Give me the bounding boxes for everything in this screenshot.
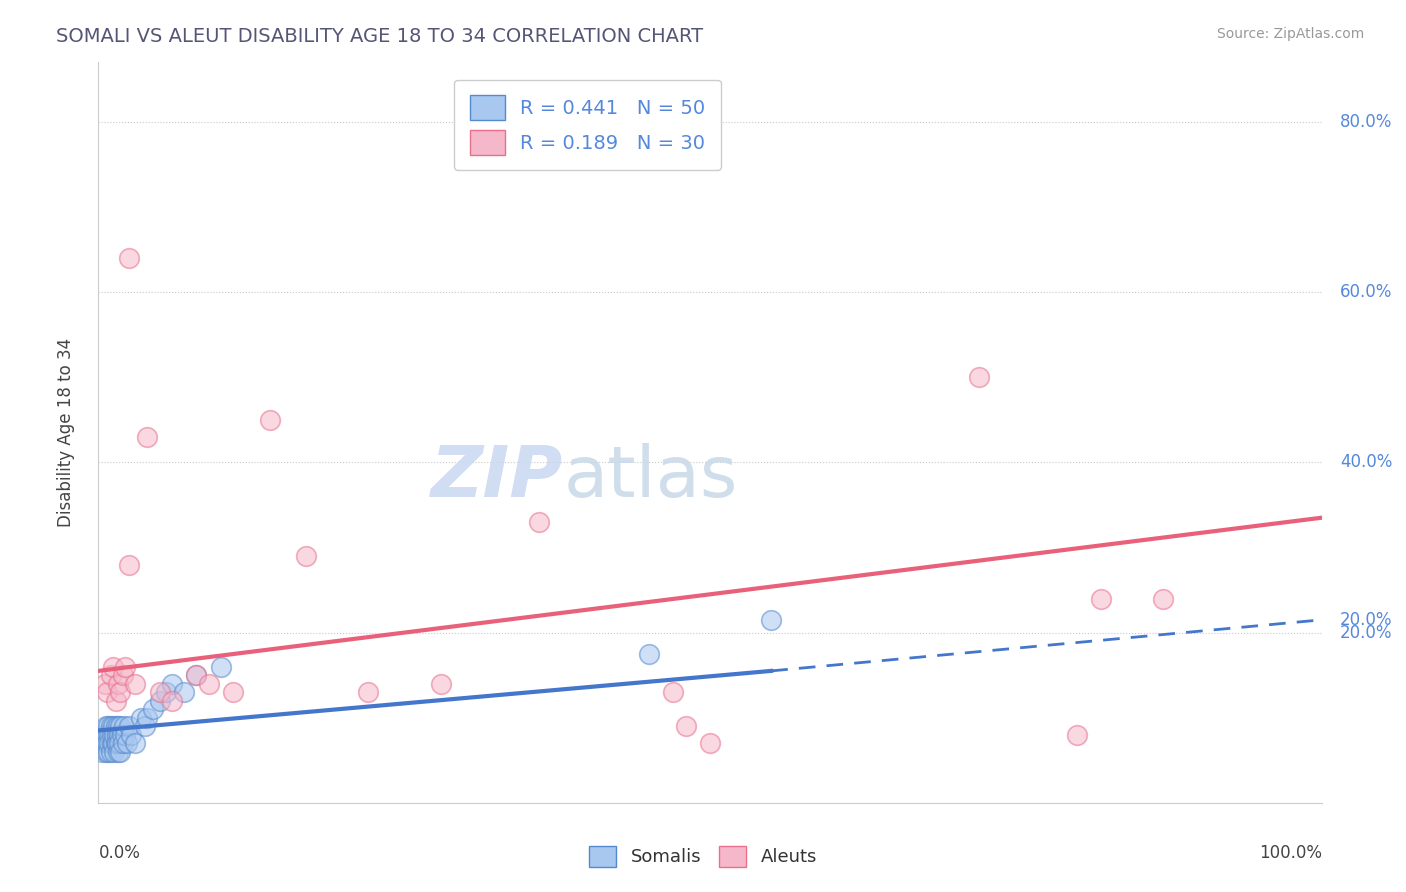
- Point: [98, 736, 121, 750]
- Point: [91, 745, 114, 759]
- Point: [149, 685, 172, 699]
- Point: [94, 719, 117, 733]
- Point: [110, 685, 132, 699]
- Text: 0.0%: 0.0%: [98, 844, 141, 862]
- Point: [160, 694, 183, 708]
- Point: [104, 736, 127, 750]
- Point: [149, 694, 172, 708]
- Point: [356, 685, 378, 699]
- Point: [94, 745, 117, 759]
- Point: [98, 728, 121, 742]
- Point: [101, 728, 124, 742]
- Point: [101, 659, 124, 673]
- Point: [295, 549, 318, 563]
- Point: [197, 676, 219, 690]
- Y-axis label: Disability Age 18 to 34: Disability Age 18 to 34: [56, 338, 75, 527]
- Text: Source: ZipAtlas.com: Source: ZipAtlas.com: [1216, 27, 1364, 41]
- Point: [100, 719, 122, 733]
- Point: [103, 745, 125, 759]
- Point: [93, 676, 115, 690]
- Point: [527, 515, 550, 529]
- Point: [100, 745, 122, 759]
- Point: [1066, 728, 1088, 742]
- Point: [101, 736, 124, 750]
- Point: [118, 251, 141, 265]
- Point: [114, 728, 136, 742]
- Point: [107, 719, 129, 733]
- Point: [93, 736, 115, 750]
- Point: [430, 676, 453, 690]
- Point: [124, 736, 146, 750]
- Point: [662, 685, 685, 699]
- Point: [637, 647, 661, 661]
- Point: [124, 676, 146, 690]
- Point: [155, 685, 177, 699]
- Point: [111, 728, 134, 742]
- Point: [107, 745, 129, 759]
- Point: [186, 668, 208, 682]
- Point: [110, 745, 132, 759]
- Point: [97, 719, 120, 733]
- Point: [96, 736, 118, 750]
- Point: [136, 430, 159, 444]
- Point: [222, 685, 245, 699]
- Text: atlas: atlas: [564, 442, 738, 511]
- Text: 20.0%: 20.0%: [1340, 624, 1392, 641]
- Point: [160, 676, 183, 690]
- Point: [111, 668, 134, 682]
- Point: [136, 711, 159, 725]
- Point: [101, 719, 124, 733]
- Point: [105, 728, 128, 742]
- Point: [115, 736, 138, 750]
- Text: 80.0%: 80.0%: [1340, 113, 1392, 131]
- Point: [104, 694, 127, 708]
- Text: 100.0%: 100.0%: [1258, 844, 1322, 862]
- Point: [104, 719, 127, 733]
- Text: SOMALI VS ALEUT DISABILITY AGE 18 TO 34 CORRELATION CHART: SOMALI VS ALEUT DISABILITY AGE 18 TO 34 …: [56, 27, 703, 45]
- Point: [111, 736, 134, 750]
- Point: [91, 728, 114, 742]
- Point: [209, 659, 232, 673]
- Point: [186, 668, 208, 682]
- Point: [761, 613, 783, 627]
- Point: [1090, 591, 1112, 606]
- Point: [142, 702, 165, 716]
- Point: [96, 685, 118, 699]
- Point: [120, 728, 142, 742]
- Text: ZIP: ZIP: [432, 442, 564, 511]
- Point: [108, 736, 131, 750]
- Point: [90, 736, 112, 750]
- Text: 20.0%: 20.0%: [1340, 611, 1392, 629]
- Point: [100, 668, 122, 682]
- Point: [1152, 591, 1174, 606]
- Point: [107, 676, 129, 690]
- Point: [259, 413, 281, 427]
- Point: [108, 728, 131, 742]
- Point: [96, 728, 118, 742]
- Point: [118, 558, 141, 572]
- Point: [134, 719, 156, 733]
- Point: [118, 719, 141, 733]
- Point: [97, 745, 120, 759]
- Text: 60.0%: 60.0%: [1340, 283, 1392, 301]
- Point: [699, 736, 721, 750]
- Point: [110, 719, 132, 733]
- Point: [675, 719, 697, 733]
- Point: [101, 736, 124, 750]
- Point: [112, 719, 135, 733]
- Legend: Somalis, Aleuts: Somalis, Aleuts: [582, 838, 824, 874]
- Text: 40.0%: 40.0%: [1340, 453, 1392, 471]
- Point: [967, 370, 990, 384]
- Point: [105, 736, 128, 750]
- Point: [129, 711, 152, 725]
- Point: [103, 728, 125, 742]
- Point: [114, 659, 136, 673]
- Point: [173, 685, 195, 699]
- Legend: R = 0.441   N = 50, R = 0.189   N = 30: R = 0.441 N = 50, R = 0.189 N = 30: [454, 79, 721, 170]
